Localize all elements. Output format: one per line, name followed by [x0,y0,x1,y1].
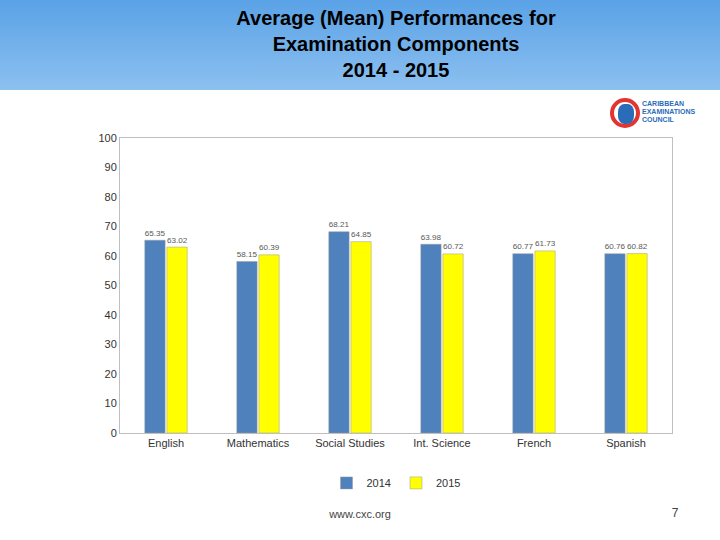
svg-text:30: 30 [105,338,117,350]
svg-text:80: 80 [105,191,117,203]
svg-text:French: French [517,437,551,449]
svg-text:English: English [148,437,184,449]
svg-text:63.98: 63.98 [421,233,442,242]
svg-text:20: 20 [105,368,117,380]
html-text:7: 7 [671,506,679,520]
svg-text:60.82: 60.82 [627,242,648,251]
svg-text:40: 40 [105,309,117,321]
html-text:CARIBBEAN EXAMINATIONS COUNCIL: CARIBBEAN EXAMINATIONS COUNCIL [642,100,696,123]
svg-text:60.77: 60.77 [513,242,534,251]
svg-text:100: 100 [98,132,116,144]
html-text:www.cxc.org: www.cxc.org [329,508,391,520]
svg-text:Mathematics: Mathematics [227,437,290,449]
svg-text:60.72: 60.72 [443,242,464,251]
svg-text:0: 0 [111,427,117,439]
svg-text:60.76: 60.76 [605,242,626,251]
svg-text:Spanish: Spanish [606,437,646,449]
svg-text:60.39: 60.39 [259,243,280,252]
svg-text:90: 90 [105,161,117,173]
svg-text:10: 10 [105,397,117,409]
svg-text:60: 60 [105,250,117,262]
svg-text:Average (Mean) Performances fo: Average (Mean) Performances forExaminati… [236,7,556,81]
svg-text:65.35: 65.35 [145,229,166,238]
svg-text:70: 70 [105,220,117,232]
svg-text:Social Studies: Social Studies [315,437,385,449]
svg-text:63.02: 63.02 [167,236,188,245]
svg-text:2015: 2015 [436,477,460,489]
svg-text:68.21: 68.21 [329,220,350,229]
svg-text:50: 50 [105,279,117,291]
svg-text:2014: 2014 [367,477,391,489]
svg-text:Int. Science: Int. Science [413,437,470,449]
svg-text:58.15: 58.15 [237,250,258,259]
svg-text:61.73: 61.73 [535,239,556,248]
svg-text:64.85: 64.85 [351,230,372,239]
